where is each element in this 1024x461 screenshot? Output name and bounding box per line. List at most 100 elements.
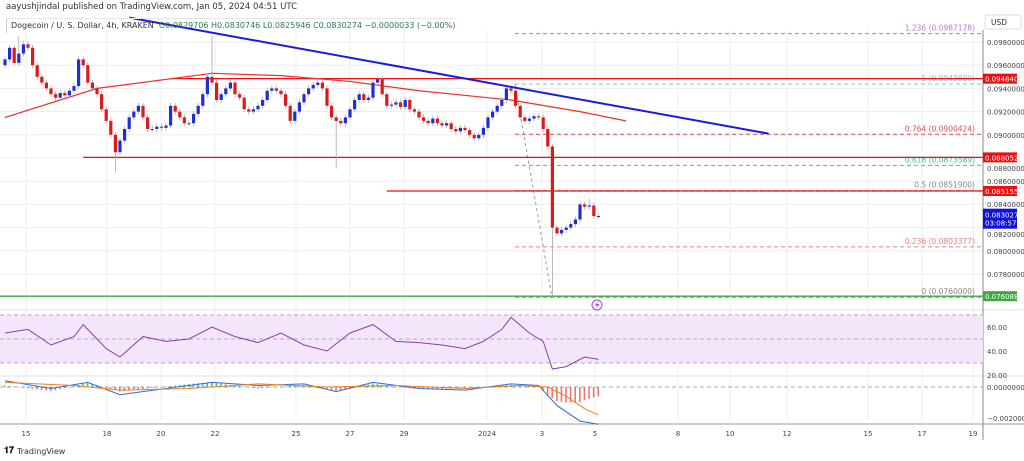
candle (132, 108, 136, 121)
candle-body (376, 79, 380, 83)
candle-body (182, 117, 186, 124)
macd-histogram-bar (427, 387, 429, 389)
macd-histogram-bar (132, 387, 135, 391)
candle-body (353, 100, 357, 110)
candle-body (334, 117, 338, 121)
macd-histogram-bar (174, 385, 176, 387)
candle (431, 115, 435, 127)
candle-body (247, 109, 251, 112)
candle-body (449, 123, 453, 129)
candle-body (284, 94, 288, 106)
macd-histogram-bar (63, 387, 66, 389)
candle-body (95, 88, 99, 95)
candle (592, 202, 596, 219)
candle (8, 44, 12, 63)
macd-histogram-bar (220, 383, 222, 387)
candle-body (81, 59, 85, 66)
currency-box (984, 14, 1022, 30)
candle-body (132, 111, 136, 118)
macd-histogram-bar (17, 387, 20, 388)
candle (366, 94, 370, 103)
macd-histogram-bar (330, 387, 333, 391)
candle (343, 114, 347, 127)
candle (311, 82, 315, 92)
macd-histogram-bar (588, 387, 590, 399)
macd-histogram-bar (215, 382, 218, 387)
time-tick-label: 8 (676, 430, 680, 438)
candle-body (49, 88, 53, 95)
price-tick-label: 0.0980000 (987, 39, 1024, 47)
candle (247, 106, 251, 115)
candle-body (256, 105, 260, 110)
macd-histogram-bar (464, 387, 466, 389)
candle (90, 79, 94, 92)
candle (159, 123, 163, 131)
macd-histogram-bar (335, 387, 337, 392)
candle-body (509, 88, 513, 91)
candle (514, 87, 518, 109)
macd-histogram-bar (123, 387, 126, 392)
candle-body (587, 205, 591, 207)
candle-body (399, 102, 403, 107)
candle-body (325, 88, 329, 106)
macd-histogram-bar (114, 387, 116, 391)
macd-histogram-bar (339, 387, 342, 391)
candle-body (550, 146, 554, 228)
candle (583, 201, 587, 210)
candle-body (385, 94, 389, 106)
macd-histogram-bar (275, 387, 277, 388)
candle (279, 87, 283, 98)
macd-histogram-bar (160, 387, 162, 388)
candle (537, 113, 541, 121)
macd-histogram-bar (257, 387, 259, 389)
candle (472, 131, 476, 142)
candle-body (380, 79, 384, 95)
candle (164, 122, 168, 131)
candle (357, 91, 361, 103)
candle-body (307, 88, 311, 95)
candle-body (348, 109, 352, 118)
macd-histogram-bar (468, 387, 471, 389)
macd-histogram-bar (523, 385, 526, 387)
macd-histogram-bar (280, 386, 282, 388)
candle-body (109, 120, 113, 135)
macd-histogram-bar (372, 383, 374, 387)
candle (136, 102, 140, 115)
candle (596, 213, 600, 219)
candle-body (573, 219, 577, 225)
macd-line (4, 380, 599, 425)
macd-histogram-bar (583, 387, 586, 401)
candle (573, 216, 577, 228)
macd-histogram-bar (91, 383, 93, 387)
candle (302, 91, 306, 106)
macd-histogram-bar (119, 387, 121, 392)
last-price-value: 0.0830274 (985, 212, 1023, 220)
macd-histogram-bar (579, 387, 581, 403)
candle (86, 62, 90, 86)
price-badge (983, 152, 1017, 163)
time-tick-label: 12 (783, 430, 792, 438)
candle-body (159, 126, 163, 128)
candle (417, 108, 421, 121)
candle (491, 108, 495, 121)
time-tick-label: 20 (157, 430, 166, 438)
candle (426, 117, 430, 127)
candle (155, 123, 159, 132)
macd-histogram-bar (399, 387, 402, 388)
candle-body (477, 134, 481, 139)
candle (376, 76, 380, 86)
candle (40, 73, 44, 86)
macd-histogram-bar (542, 387, 544, 391)
time-tick-label: 3 (540, 430, 544, 438)
candle (353, 97, 357, 113)
rsi-tick-label: 40.00 (987, 348, 1007, 356)
candle (320, 79, 324, 92)
candle (192, 111, 196, 127)
footer: 𝟏𝟕 TradingView (4, 446, 65, 456)
candle-body (219, 94, 223, 100)
candle-body (435, 118, 439, 124)
price-chart[interactable]: 1.236 (0.0987178)1 (0.0943800)0.764 (0.0… (0, 0, 1024, 446)
candle-body (242, 97, 246, 110)
candle (477, 131, 481, 142)
macd-histogram-bar (165, 386, 167, 387)
